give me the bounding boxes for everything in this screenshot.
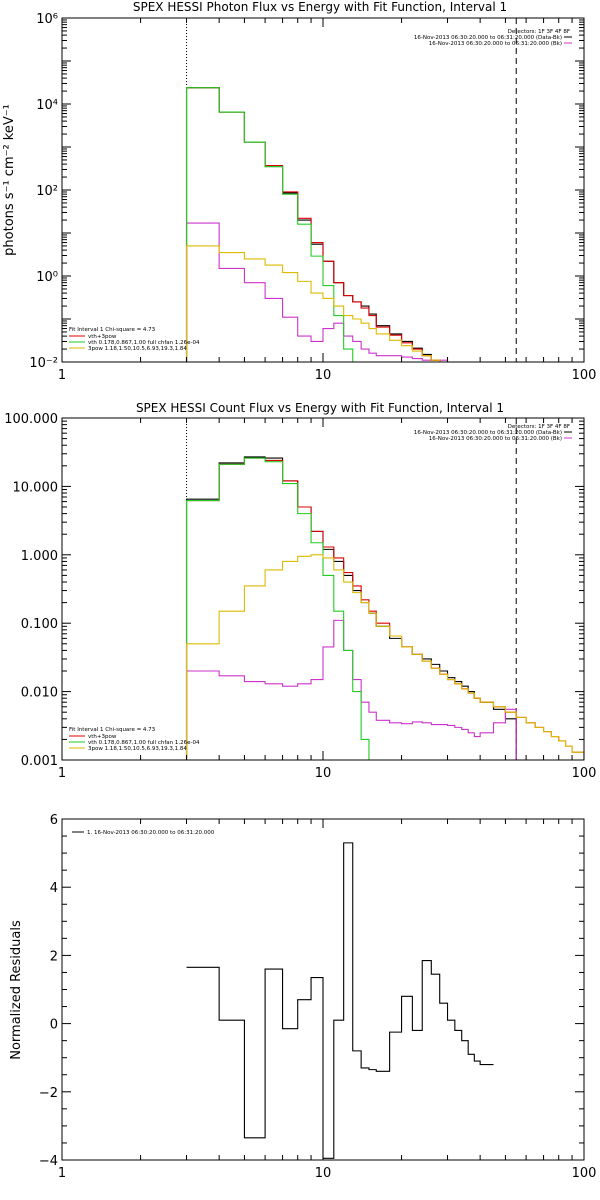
photon-flux-legend-thermal: vth 0.178,0.867,1.00 full chfan 1.26e-04: [88, 340, 200, 346]
photon-flux-detectors-label: Detectors: 1F 3F 4F 8F: [508, 29, 570, 35]
photon-flux-bottom-legend: Fit Interval 1 Chi-square = 4.73 vth+3po…: [69, 327, 200, 352]
photon-flux-series-thermal: [185, 87, 354, 362]
photon-flux-title: SPEX HESSI Photon Flux vs Energy with Fi…: [133, 0, 507, 14]
photon-flux-x-tick-label: 10: [315, 368, 332, 383]
photon-flux-y-tick-label: 10⁻²: [29, 356, 58, 371]
photon-flux-y-tick-label: 10⁴: [36, 98, 58, 113]
residuals-x-tick-label: 1: [58, 1166, 66, 1181]
count-flux-panel: SPEX HESSI Count Flux vs Energy with Fit…: [4, 401, 596, 781]
photon-flux-series-bk: [185, 222, 456, 362]
residuals-legend: 1. 16-Nov-2013 06:30:20.000 to 06:31:20.…: [72, 830, 215, 836]
residuals-y-tick-label: −2: [39, 1086, 58, 1101]
count-flux-legend-powerlaw: 3pow 1.18,1.50,10.5,6.93,19.3,1.84: [88, 746, 187, 752]
residuals-y-tick-label: 4: [50, 881, 58, 896]
count-flux-x-tick-label: 10: [315, 766, 332, 781]
residuals-panel: Normalized Residuals 1 10 100 −4 −2 0 2 4 6 1. 1…: [9, 813, 596, 1181]
photon-flux-legend-total: vth+3pow: [88, 334, 117, 340]
photon-flux-legend-data: 16-Nov-2013 06:30:20.000 to 06:31:20.000…: [414, 35, 562, 41]
photon-flux-plot-area: 1 10 100 10⁻² 10⁰ 10² 10⁴ 10⁶: [29, 12, 596, 383]
residuals-y-tick-label: 6: [50, 813, 58, 828]
photon-flux-legend-powerlaw: 3pow 1.18,1.50,10.5,6.93,19.3,1.84: [88, 346, 187, 352]
residuals-ylabel: Normalized Residuals: [9, 920, 24, 1060]
count-flux-series-thermal: [185, 457, 370, 760]
count-flux-detectors-label: Detectors: 1F 3F 4F 8F: [508, 424, 570, 430]
residuals-plot-area: 1 10 100 −4 −2 0 2 4 6: [39, 813, 597, 1181]
count-flux-plot-area: 1 10 100 0.001 0.010 0.100 1.000 10.000 100.000: [4, 412, 596, 781]
photon-flux-panel: SPEX HESSI Photon Flux vs Energy with Fi…: [2, 0, 596, 383]
photon-flux-fit-header: Fit Interval 1 Chi-square = 4.73: [69, 327, 156, 333]
count-flux-series-powerlaw: [185, 554, 584, 760]
residuals-y-tick-label: 2: [50, 949, 58, 964]
residuals-legend-label: 1. 16-Nov-2013 06:30:20.000 to 06:31:20.…: [87, 830, 215, 836]
photon-flux-frame: [61, 17, 585, 363]
photon-flux-series-group: [185, 87, 456, 362]
count-flux-y-tick-label: 100.000: [4, 412, 58, 427]
residuals-series-residual: [186, 842, 494, 1159]
count-flux-top-legend: Detectors: 1F 3F 4F 8F 16-Nov-2013 06:30…: [414, 424, 572, 442]
photon-flux-x-tick-label: 100: [572, 368, 597, 383]
photon-flux-series-data: [185, 87, 441, 362]
count-flux-y-tick-label: 10.000: [13, 480, 59, 495]
count-flux-legend-total: vth+3pow: [88, 734, 117, 740]
photon-flux-legend-bk: 16-Nov-2013 06:30:20.000 to 06:31:20.000…: [429, 41, 562, 47]
count-flux-legend-bk: 16-Nov-2013 06:30:20.000 to 06:31:20.000…: [429, 436, 562, 442]
photon-flux-top-legend: Detectors: 1F 3F 4F 8F 16-Nov-2013 06:30…: [414, 29, 572, 47]
residuals-series-group: [186, 842, 494, 1159]
photon-flux-series-powerlaw: [185, 245, 441, 362]
residuals-y-tick-label: −4: [39, 1154, 58, 1169]
residuals-x-tick-label: 100: [572, 1166, 597, 1181]
count-flux-bottom-legend: Fit Interval 1 Chi-square = 4.73 vth+3po…: [69, 727, 200, 752]
residuals-x-tick-label: 10: [315, 1166, 332, 1181]
count-flux-x-tick-label: 1: [58, 766, 66, 781]
count-flux-series-group: [185, 456, 584, 760]
count-flux-title: SPEX HESSI Count Flux vs Energy with Fit…: [136, 401, 504, 415]
photon-flux-x-tick-label: 1: [58, 368, 66, 383]
count-flux-legend-thermal: vth 0.178,0.867,1.00 full chfan 1.26e-04: [88, 740, 200, 746]
photon-flux-y-tick-label: 10²: [36, 184, 58, 199]
count-flux-x-tick-label: 100: [572, 766, 597, 781]
photon-flux-y-tick-label: 10⁶: [36, 12, 58, 27]
count-flux-series-total: [185, 457, 584, 760]
count-flux-y-tick-label: 0.100: [21, 617, 58, 632]
count-flux-fit-header: Fit Interval 1 Chi-square = 4.73: [69, 727, 156, 733]
count-flux-y-tick-label: 0.001: [21, 754, 58, 769]
count-flux-y-tick-label: 1.000: [21, 549, 58, 564]
residuals-y-tick-label: 0: [50, 1018, 58, 1033]
count-flux-y-tick-label: 0.010: [21, 686, 58, 701]
photon-flux-ylabel: photons s⁻¹ cm⁻² keV⁻¹: [2, 104, 17, 256]
count-flux-series-bk: [185, 619, 517, 760]
photon-flux-y-tick-label: 10⁰: [36, 270, 58, 285]
count-flux-legend-data: 16-Nov-2013 06:30:20.000 to 06:31:20.000…: [414, 430, 562, 436]
